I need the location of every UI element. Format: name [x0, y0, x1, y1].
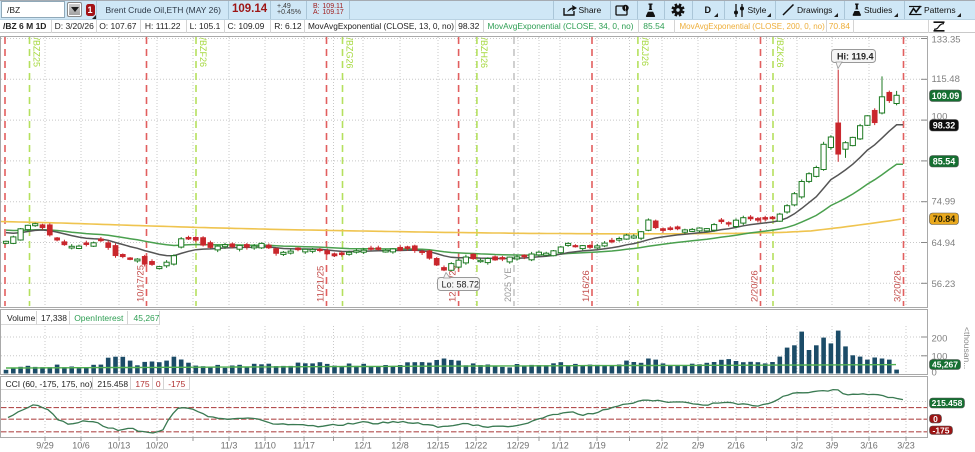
svg-text:10/6: 10/6 [72, 441, 90, 451]
svg-text:100: 100 [932, 351, 948, 362]
svg-text:85.54: 85.54 [933, 156, 956, 166]
svg-text:2025 YE: 2025 YE [503, 268, 513, 302]
svg-text:9/29: 9/29 [36, 441, 54, 451]
svg-text:/BZG26: /BZG26 [345, 38, 355, 69]
svg-text:0: 0 [933, 414, 938, 424]
svg-text:3/16: 3/16 [860, 441, 878, 451]
svg-text:45,267: 45,267 [932, 360, 958, 370]
svg-text:/BZH26: /BZH26 [479, 38, 489, 69]
svg-text:Lo: 58.72: Lo: 58.72 [442, 280, 480, 290]
svg-text:12/1: 12/1 [354, 441, 372, 451]
svg-text:133.35: 133.35 [932, 35, 961, 46]
svg-text:2/16: 2/16 [727, 441, 745, 451]
svg-text:/BZJ26: /BZJ26 [640, 38, 650, 67]
svg-text:10/13: 10/13 [108, 441, 131, 451]
svg-text:10/20: 10/20 [146, 441, 169, 451]
svg-text:11/21/25: 11/21/25 [316, 266, 327, 302]
svg-text:11/3: 11/3 [221, 441, 238, 451]
svg-text:2/20/26: 2/20/26 [750, 270, 761, 302]
svg-text:11/17: 11/17 [293, 441, 315, 451]
svg-text:3/9: 3/9 [826, 441, 839, 451]
svg-text:3/2: 3/2 [791, 441, 804, 451]
svg-text:3/20/26: 3/20/26 [893, 270, 904, 302]
svg-text:0: 0 [932, 367, 937, 378]
svg-text:64.94: 64.94 [932, 238, 956, 249]
svg-text:<thousan...: <thousan... [962, 327, 972, 369]
svg-text:109.09: 109.09 [932, 91, 960, 101]
svg-text:70.84: 70.84 [933, 214, 956, 224]
svg-text:-175: -175 [932, 425, 949, 435]
svg-text:Hi: 119.4: Hi: 119.4 [837, 52, 874, 62]
svg-text:/BZK26: /BZK26 [775, 38, 785, 68]
svg-text:1/16/26: 1/16/26 [581, 270, 592, 302]
svg-text:!: ! [625, 6, 627, 12]
svg-text:215.458: 215.458 [932, 398, 963, 408]
svg-text:12/15: 12/15 [427, 441, 450, 451]
svg-text:/BZZ25: /BZZ25 [32, 38, 42, 68]
svg-text:/BZF26: /BZF26 [198, 38, 208, 68]
svg-text:12/8: 12/8 [391, 441, 409, 451]
svg-text:56.23: 56.23 [932, 279, 956, 290]
svg-text:12/22: 12/22 [465, 441, 488, 451]
svg-text:1/19: 1/19 [588, 441, 606, 451]
svg-text:2/2: 2/2 [656, 441, 669, 451]
svg-text:2/9: 2/9 [692, 441, 705, 451]
svg-text:74.99: 74.99 [932, 197, 956, 208]
svg-text:100: 100 [932, 112, 948, 123]
svg-text:98.32: 98.32 [933, 120, 956, 130]
svg-text:3/23: 3/23 [897, 441, 915, 451]
svg-text:115.48: 115.48 [932, 74, 960, 85]
svg-text:10/17/25: 10/17/25 [136, 265, 147, 302]
svg-text:200: 200 [932, 333, 948, 344]
svg-text:12/29: 12/29 [507, 441, 530, 451]
svg-text:11/10: 11/10 [254, 441, 276, 451]
svg-text:1/12: 1/12 [551, 441, 569, 451]
